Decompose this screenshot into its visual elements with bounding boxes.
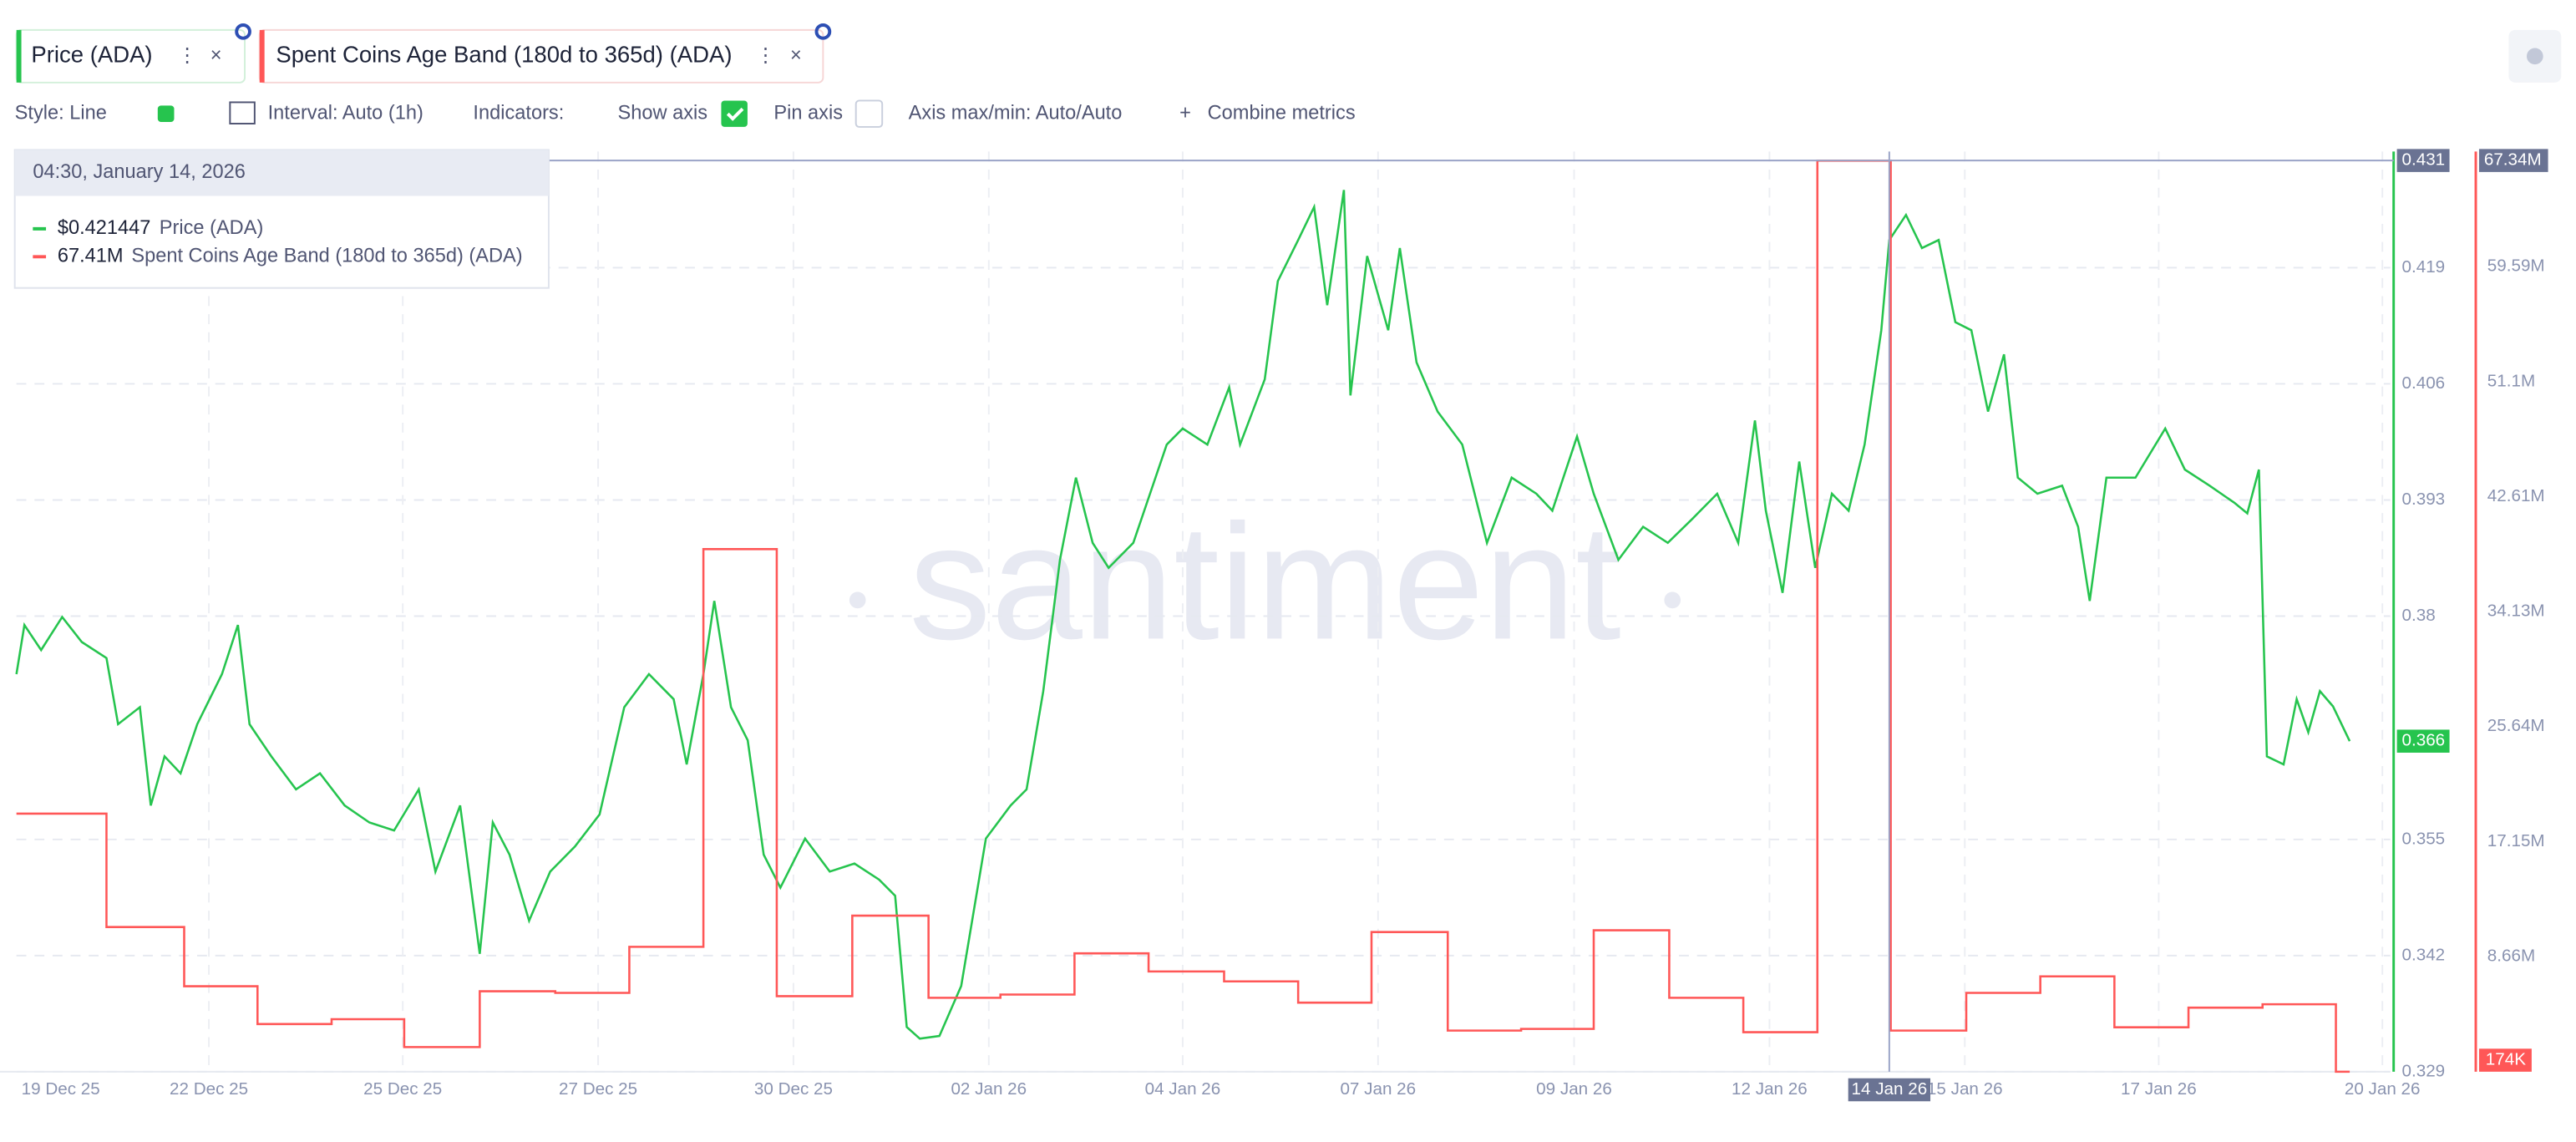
crosshair-y2-badge xyxy=(2478,149,2548,172)
watermark-dot xyxy=(849,591,866,609)
last-spent-badge xyxy=(2478,1048,2532,1072)
plus-icon: + xyxy=(1179,102,1191,124)
x-tick-label: 02 Jan 26 xyxy=(951,1079,1027,1099)
plot: santiment 0.329 0.342 0.355 0.38 0.393 0.406 0.… xyxy=(0,149,2548,1102)
x-tick-label: 09 Jan 26 xyxy=(1536,1079,1612,1099)
crosshair-x-label: 14 Jan 26 xyxy=(1852,1079,1928,1099)
pin-axis: Pin axis xyxy=(773,102,843,124)
y2-tick-label: 34.13M xyxy=(2487,601,2545,621)
crosshair-y2-label: 67.34M xyxy=(2484,150,2542,170)
y2-tick-label: 17.15M xyxy=(2487,831,2545,850)
show-axis-checkbox[interactable] xyxy=(721,100,748,127)
watermark-dot xyxy=(1664,591,1681,609)
combine-metrics[interactable]: Combine metrics xyxy=(1208,102,1356,124)
coin-icon xyxy=(235,23,251,40)
crosshair-x-badge xyxy=(1848,1078,1931,1102)
series-line xyxy=(15,190,2351,1040)
tab-spent-marker xyxy=(259,29,265,83)
x-tick-label: 25 Dec 25 xyxy=(363,1079,442,1099)
x-tick-label: 30 Dec 25 xyxy=(754,1079,833,1099)
y-tick-label: 0.419 xyxy=(2402,257,2446,277)
indicators-select[interactable]: Indicators: xyxy=(473,102,564,124)
y2-tick-label: 25.64M xyxy=(2487,716,2545,735)
y-tick-label: 0.38 xyxy=(2402,606,2436,625)
y-tick-label: 0.406 xyxy=(2402,373,2446,393)
x-tick-label: 07 Jan 26 xyxy=(1340,1079,1416,1099)
last-spent-label: 174K xyxy=(2486,1050,2526,1069)
interval-select[interactable]: Interval: Auto (1h) xyxy=(268,102,423,124)
y-tick-label: 0.355 xyxy=(2402,829,2446,848)
show-axis: Show axis xyxy=(618,102,708,124)
x-tick-label: 22 Dec 25 xyxy=(170,1079,248,1099)
coin-icon xyxy=(814,23,832,40)
axis-minmax-select[interactable]: Axis max/min: Auto/Auto xyxy=(909,102,1123,124)
last-price-label: 0.366 xyxy=(2402,731,2446,750)
y-tick-label: 0.393 xyxy=(2402,490,2446,509)
tooltip: 04:30, January 14, 2026 $0.421447 Price … xyxy=(13,149,550,289)
y-tick-label: 0.342 xyxy=(2402,945,2446,964)
x-tick-label: 20 Jan 26 xyxy=(2345,1079,2421,1099)
tab-menu[interactable]: ⋮ xyxy=(756,45,776,67)
tooltip-value: 67.41M xyxy=(58,246,124,267)
tab-menu[interactable]: ⋮ xyxy=(177,45,197,67)
tab-label: Price (ADA) xyxy=(31,42,152,68)
x-tick-label: 04 Jan 26 xyxy=(1145,1079,1221,1099)
x-tick-label: 27 Dec 25 xyxy=(559,1079,637,1099)
check-icon xyxy=(726,107,744,121)
tab-close[interactable]: × xyxy=(790,45,802,67)
crosshair-y-badge xyxy=(2396,149,2450,172)
interval-icon xyxy=(229,101,256,124)
x-tick-label: 12 Jan 26 xyxy=(1732,1079,1808,1099)
y2-tick-label: 42.61M xyxy=(2487,486,2545,505)
y2-tick-label: 8.66M xyxy=(2487,947,2535,966)
pin-axis-checkbox[interactable] xyxy=(854,99,884,128)
tooltip-header xyxy=(14,150,549,196)
y2-tick-label: 59.59M xyxy=(2487,256,2545,276)
series-line xyxy=(16,160,2350,1073)
color-select[interactable] xyxy=(157,105,175,123)
tooltip-title: 04:30, January 14, 2026 xyxy=(33,161,246,183)
tab-price-marker xyxy=(16,29,22,83)
watermark: santiment xyxy=(909,490,1621,673)
tab-close[interactable]: × xyxy=(210,45,222,67)
y-tick-label: 0.329 xyxy=(2402,1061,2446,1080)
x-tick-label: 19 Dec 25 xyxy=(22,1079,100,1099)
x-tick-label: 17 Jan 26 xyxy=(2121,1079,2197,1099)
x-tick-label: 15 Jan 26 xyxy=(1927,1079,2003,1099)
tooltip-value: $0.421447 xyxy=(58,217,151,239)
tab-label: Spent Coins Age Band (180d to 365d) (ADA… xyxy=(276,42,732,68)
tooltip-name: Spent Coins Age Band (180d to 365d) (ADA… xyxy=(131,246,522,267)
y2-tick-label: 51.1M xyxy=(2487,371,2535,390)
last-price-badge xyxy=(2396,729,2450,753)
crosshair-y-label: 0.431 xyxy=(2402,150,2446,170)
tooltip-name: Price (ADA) xyxy=(160,217,264,239)
style-select[interactable]: Style: Line xyxy=(15,102,107,124)
settings-icon xyxy=(2526,48,2543,65)
